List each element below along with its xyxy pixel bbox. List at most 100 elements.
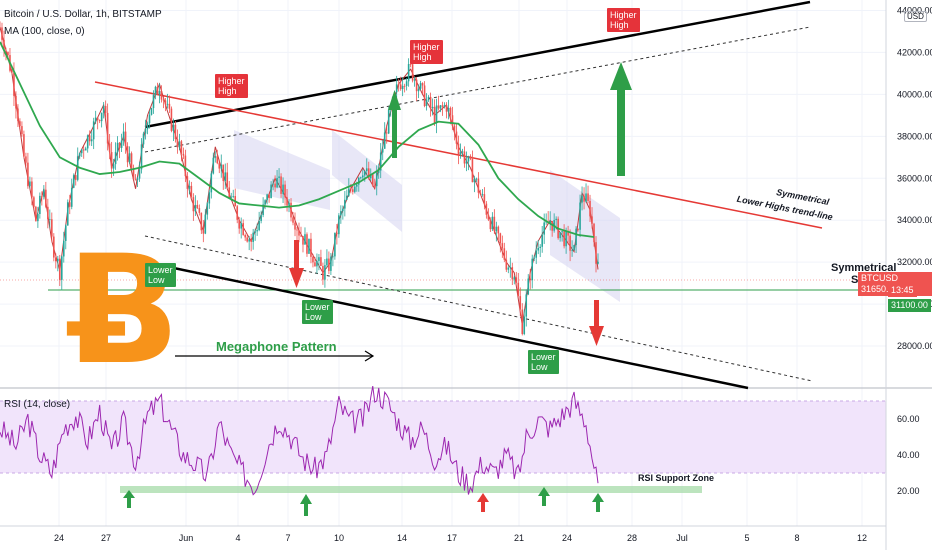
candle-body (11, 70, 13, 73)
candle-body (124, 131, 127, 147)
price-tick-label: 32000.00 (897, 257, 932, 267)
candle-body (407, 64, 410, 82)
candle-body (194, 204, 197, 212)
lower-low-tag-3: Lower Low (528, 350, 559, 374)
rsi-axis: 20.00 40.00 60.00 (897, 414, 920, 496)
candle-body (397, 84, 400, 86)
time-tick-label: 10 (334, 533, 344, 543)
candle-body (595, 242, 597, 264)
candle-body (148, 114, 151, 124)
candle-body (142, 133, 145, 145)
candle-body (459, 152, 462, 155)
candle-body (467, 156, 470, 162)
candle-body (160, 90, 163, 100)
candle-body (122, 131, 125, 141)
candle-body (196, 204, 199, 209)
candle-body (531, 258, 534, 281)
time-tick-label: Jun (179, 533, 194, 543)
candle-body (533, 257, 536, 259)
btcusd-value: 31650.00 (861, 284, 899, 294)
candle-body (146, 123, 149, 130)
candle-body (356, 184, 358, 187)
candle-body (334, 232, 336, 257)
candle-body (326, 258, 328, 266)
candle-body (180, 141, 183, 154)
candle-body (220, 164, 223, 169)
candle-body (306, 234, 308, 254)
candle-body (282, 184, 284, 194)
price-tick-label: 40000.00 (897, 89, 932, 99)
candle-body (354, 186, 356, 192)
candle-body (218, 163, 221, 169)
candle-body (158, 90, 161, 95)
candle-body (298, 230, 300, 236)
candle-body (31, 181, 33, 198)
candle-body (365, 168, 368, 172)
candle-body (82, 149, 85, 151)
candle-body (102, 106, 105, 113)
candle-body (23, 134, 25, 157)
down-arrow-1 (289, 240, 304, 288)
up-arrow-mid (388, 90, 401, 158)
candle-body (403, 85, 406, 87)
megaphone-lower-dotted (144, 235, 813, 382)
candle-body (409, 64, 412, 65)
candle-body (300, 235, 302, 237)
candle-body (184, 155, 187, 177)
candle-body (330, 256, 332, 271)
time-tick-label: 28 (627, 533, 637, 543)
candle-body (74, 175, 77, 180)
candle-body (431, 106, 434, 109)
candle-body (495, 226, 498, 232)
candle-body (591, 216, 593, 224)
candle-body (156, 86, 159, 95)
candle-body (134, 179, 137, 181)
candle-body (441, 105, 444, 107)
candle-body (182, 153, 185, 156)
rsi-up-arrow-3 (477, 493, 489, 512)
candle-body (483, 194, 486, 204)
candle-body (41, 195, 43, 197)
candle-body (236, 206, 239, 220)
channel-2 (332, 130, 402, 232)
price-tick-label: 36000.00 (897, 173, 932, 183)
candle-body (449, 107, 452, 116)
candle-body (64, 225, 67, 241)
candle-body (230, 196, 233, 198)
candle-body (100, 112, 103, 122)
candle-body (284, 184, 286, 198)
countdown-tag: 13:45 (888, 284, 917, 297)
candle-body (278, 176, 280, 178)
candle-body (332, 256, 334, 258)
candle-body (57, 258, 59, 262)
candle-body (51, 219, 53, 237)
candle-body (573, 245, 575, 251)
time-tick-label: 17 (447, 533, 457, 543)
candle-body (489, 219, 492, 230)
candle-body (579, 202, 581, 230)
candle-body (110, 152, 113, 169)
candle-body (497, 226, 500, 234)
candle-body (244, 234, 246, 238)
candle-body (172, 124, 175, 131)
lower-low-tag-1: Lower Low (145, 263, 176, 287)
candle-body (513, 277, 516, 280)
candle-body (138, 169, 141, 179)
candle-body (361, 175, 364, 178)
candle-body (503, 248, 506, 260)
candle-body (377, 170, 380, 173)
candle-body (272, 183, 274, 185)
candle-body (166, 103, 169, 105)
candle-body (375, 172, 378, 187)
candle-body (453, 125, 456, 132)
candle-body (433, 106, 436, 123)
megaphone-upper (144, 0, 811, 129)
candle-body (379, 152, 382, 171)
up-arrow-large (610, 62, 632, 176)
candle-body (208, 192, 211, 204)
time-tick-label: 21 (514, 533, 524, 543)
time-tick-label: 5 (744, 533, 749, 543)
megaphone-label: Megaphone Pattern (216, 339, 337, 354)
candle-body (597, 261, 599, 264)
candle-body (60, 256, 63, 280)
